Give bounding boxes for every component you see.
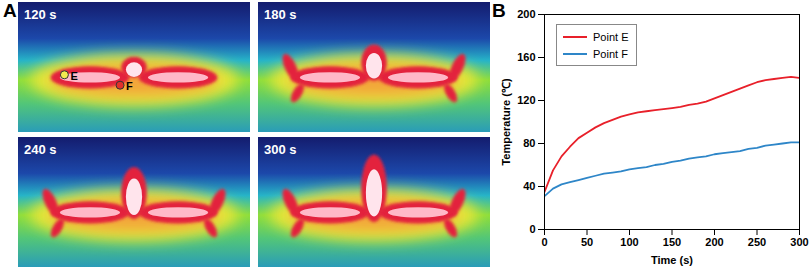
svg-text:120: 120: [517, 94, 535, 106]
svg-text:300: 300: [790, 236, 808, 248]
svg-text:200: 200: [517, 8, 535, 20]
svg-text:240 s: 240 s: [24, 142, 57, 157]
svg-text:40: 40: [523, 180, 535, 192]
svg-text:50: 50: [581, 236, 593, 248]
svg-text:E: E: [70, 70, 77, 82]
svg-text:250: 250: [748, 236, 766, 248]
html-text:B: B: [492, 0, 506, 21]
svg-text:300 s: 300 s: [264, 142, 297, 157]
svg-text:Temperature (℃): Temperature (℃): [500, 78, 512, 166]
svg-text:150: 150: [663, 236, 681, 248]
svg-text:F: F: [126, 80, 133, 92]
svg-text:100: 100: [620, 236, 638, 248]
svg-text:A: A: [3, 0, 17, 21]
svg-text:160: 160: [517, 51, 535, 63]
svg-text:200: 200: [705, 236, 723, 248]
html-text:Point F: Point F: [593, 47, 628, 60]
svg-text:180 s: 180 s: [264, 7, 297, 22]
svg-text:120 s: 120 s: [24, 7, 57, 22]
svg-text:Time (s): Time (s): [651, 254, 693, 266]
svg-text:0: 0: [529, 223, 535, 235]
html-text:Point E: Point E: [593, 30, 629, 43]
svg-text:80: 80: [523, 137, 535, 149]
svg-text:0: 0: [541, 236, 547, 248]
